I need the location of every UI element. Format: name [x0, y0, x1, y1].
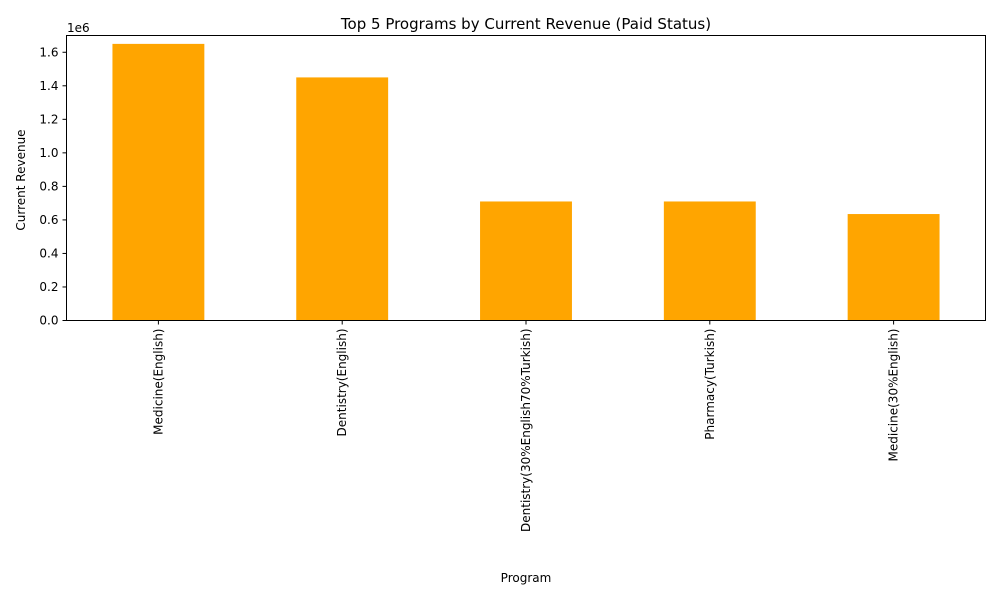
x-tick-label: Medicine(English): [151, 329, 165, 435]
bars-group: [112, 43, 940, 321]
y-tick-label: 0.6: [39, 213, 58, 227]
y-tick-label: 0.2: [39, 280, 58, 294]
x-tick-label: Dentistry(30%English70%Turkish): [519, 329, 533, 532]
x-tick-label: Pharmacy(Turkish): [703, 329, 717, 440]
x-axis-label: Program: [501, 571, 552, 585]
y-tick-label: 0.4: [39, 246, 58, 260]
x-tick-label: Dentistry(English): [335, 329, 349, 437]
bar-2: [480, 201, 572, 321]
y-axis: 0.0 0.2 0.4 0.6 0.8 1.0 1.2 1.4 1.6: [39, 45, 67, 328]
x-axis: Medicine(English) Dentistry(English) Denti…: [151, 320, 901, 532]
y-tick-label: 1.4: [39, 79, 58, 93]
bar-0: [112, 43, 205, 321]
y-tick-label: 1.6: [39, 45, 58, 59]
y-axis-offset-label: 1e6: [67, 21, 90, 35]
y-axis-label: Current Revenue: [14, 129, 28, 230]
y-tick-label: 1.2: [39, 112, 58, 126]
bar-3: [663, 201, 756, 321]
x-tick-label: Medicine(30%English): [887, 329, 901, 462]
plot-frame: [66, 35, 986, 321]
y-tick-label: 0.0: [39, 314, 58, 328]
y-tick-label: 0.8: [39, 179, 58, 193]
y-tick-label: 1.0: [39, 146, 58, 160]
bar-4: [847, 214, 940, 321]
chart-title: Top 5 Programs by Current Revenue (Paid …: [340, 15, 711, 33]
bar-1: [296, 77, 389, 321]
